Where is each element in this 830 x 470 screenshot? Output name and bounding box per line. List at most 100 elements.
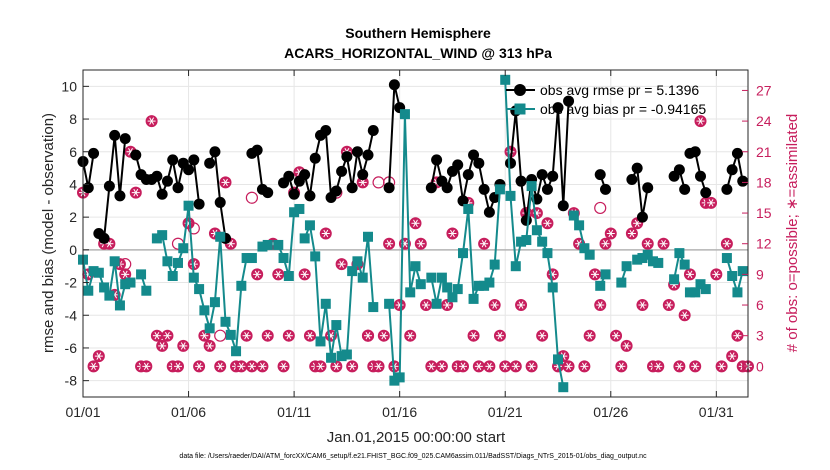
obs-count-point (298, 268, 311, 281)
obs-assimilated-star (713, 270, 719, 279)
rmse-point (563, 95, 575, 107)
obs-assimilated-star (735, 331, 740, 340)
obs-count-point (588, 268, 601, 281)
obs-assimilated-star (444, 301, 450, 309)
bias-point (283, 271, 294, 282)
obs-count-point (140, 360, 153, 373)
obs-count-point (657, 237, 670, 250)
obs-assimilated-star (423, 301, 429, 309)
obs-count-point (710, 268, 723, 281)
bias-point (194, 284, 205, 295)
rmse-point (473, 157, 485, 169)
y2-tick-label: 0 (756, 358, 764, 374)
rmse-point (626, 174, 638, 186)
obs-count-point (604, 227, 617, 240)
y-tick-label: 2 (69, 209, 77, 225)
bias-point (273, 239, 284, 250)
obs-count-point (129, 186, 142, 199)
y2-tick-label: 6 (756, 297, 764, 313)
rmse-point (161, 175, 173, 187)
bias-point (505, 190, 516, 201)
rmse-point (188, 154, 200, 166)
plot-frame (82, 69, 749, 398)
obs-assimilated-star (486, 362, 492, 371)
rmse-point (204, 157, 216, 169)
obs-assimilated-star (629, 229, 635, 238)
obs-count-point (678, 309, 691, 322)
rmse-point (320, 124, 332, 136)
obs-count-point (272, 268, 285, 281)
bias-point (489, 259, 500, 270)
series-line (630, 164, 649, 218)
rmse-point (431, 154, 443, 166)
bias-point (368, 302, 379, 313)
bias-point (183, 200, 194, 211)
y-tick-label: 6 (69, 144, 77, 160)
obs-count-point (562, 360, 575, 373)
y2-tick-label: 27 (756, 82, 772, 98)
rmse-point (515, 175, 527, 187)
obs-count-point (726, 350, 739, 363)
rmse-point (98, 232, 110, 244)
obs-assimilated-star (281, 362, 286, 371)
bias-point (225, 329, 236, 340)
obs-assimilated-star (724, 240, 730, 248)
bias-point (289, 207, 300, 218)
obs-assimilated-star (212, 229, 218, 238)
obs-assimilated-star (476, 362, 482, 371)
y-tick-label: 8 (69, 111, 77, 127)
obs-count-point (483, 360, 496, 373)
obs-count-point (425, 360, 438, 373)
obs-assimilated-star (624, 342, 630, 350)
rmse-point (594, 169, 606, 181)
bias-point (109, 256, 120, 267)
bias-point (436, 272, 447, 283)
obs-count-point (161, 329, 174, 342)
obs-count-point (478, 237, 491, 250)
bias-point (458, 248, 468, 259)
bias-point (278, 253, 289, 264)
y2-axis-label: # of obs: o=possible; ∗=assimilated (784, 114, 801, 353)
obs-assimilated-star (608, 229, 614, 238)
obs-possible-open-circle (119, 258, 132, 271)
y-tick-label: -2 (65, 275, 78, 291)
obs-possible-open-circle (214, 329, 227, 342)
bias-point (341, 349, 352, 360)
obs-count-point (467, 329, 480, 342)
y-tick-label: -8 (65, 373, 78, 389)
obs-assimilated-star (682, 311, 688, 319)
bias-point (648, 256, 658, 267)
obs-count-point (346, 360, 359, 373)
bias-point (526, 181, 537, 192)
bias-point (394, 372, 405, 383)
series-line (725, 257, 744, 297)
obs-assimilated-star (333, 362, 339, 371)
y-tick-label: 4 (69, 176, 77, 192)
obs-assimilated-star (165, 331, 170, 340)
y-tick-label: 0 (69, 242, 77, 258)
bias-point (521, 235, 532, 246)
obs-count-point (214, 360, 227, 373)
bias-point (99, 282, 110, 293)
bias-point (120, 279, 131, 290)
bias-point (262, 239, 273, 250)
y2-tick-label: 24 (756, 113, 772, 129)
bias-point (389, 375, 400, 386)
obs-assimilated-star (249, 362, 255, 371)
bias-point (294, 203, 305, 214)
x-tick-label: 01/21 (488, 404, 523, 420)
bias-point (405, 287, 416, 298)
obs-count-markers (77, 115, 754, 373)
bias-point (484, 277, 495, 288)
bias-point (384, 298, 395, 309)
bias-point (674, 248, 685, 259)
obs-assimilated-star (708, 199, 714, 207)
obs-count-point (662, 299, 675, 312)
rmse-point (362, 149, 374, 161)
bias-point (352, 256, 363, 267)
series-line (504, 79, 565, 388)
rmse-point (304, 190, 316, 202)
obs-assimilated-star (492, 301, 498, 309)
series-line (208, 148, 227, 239)
